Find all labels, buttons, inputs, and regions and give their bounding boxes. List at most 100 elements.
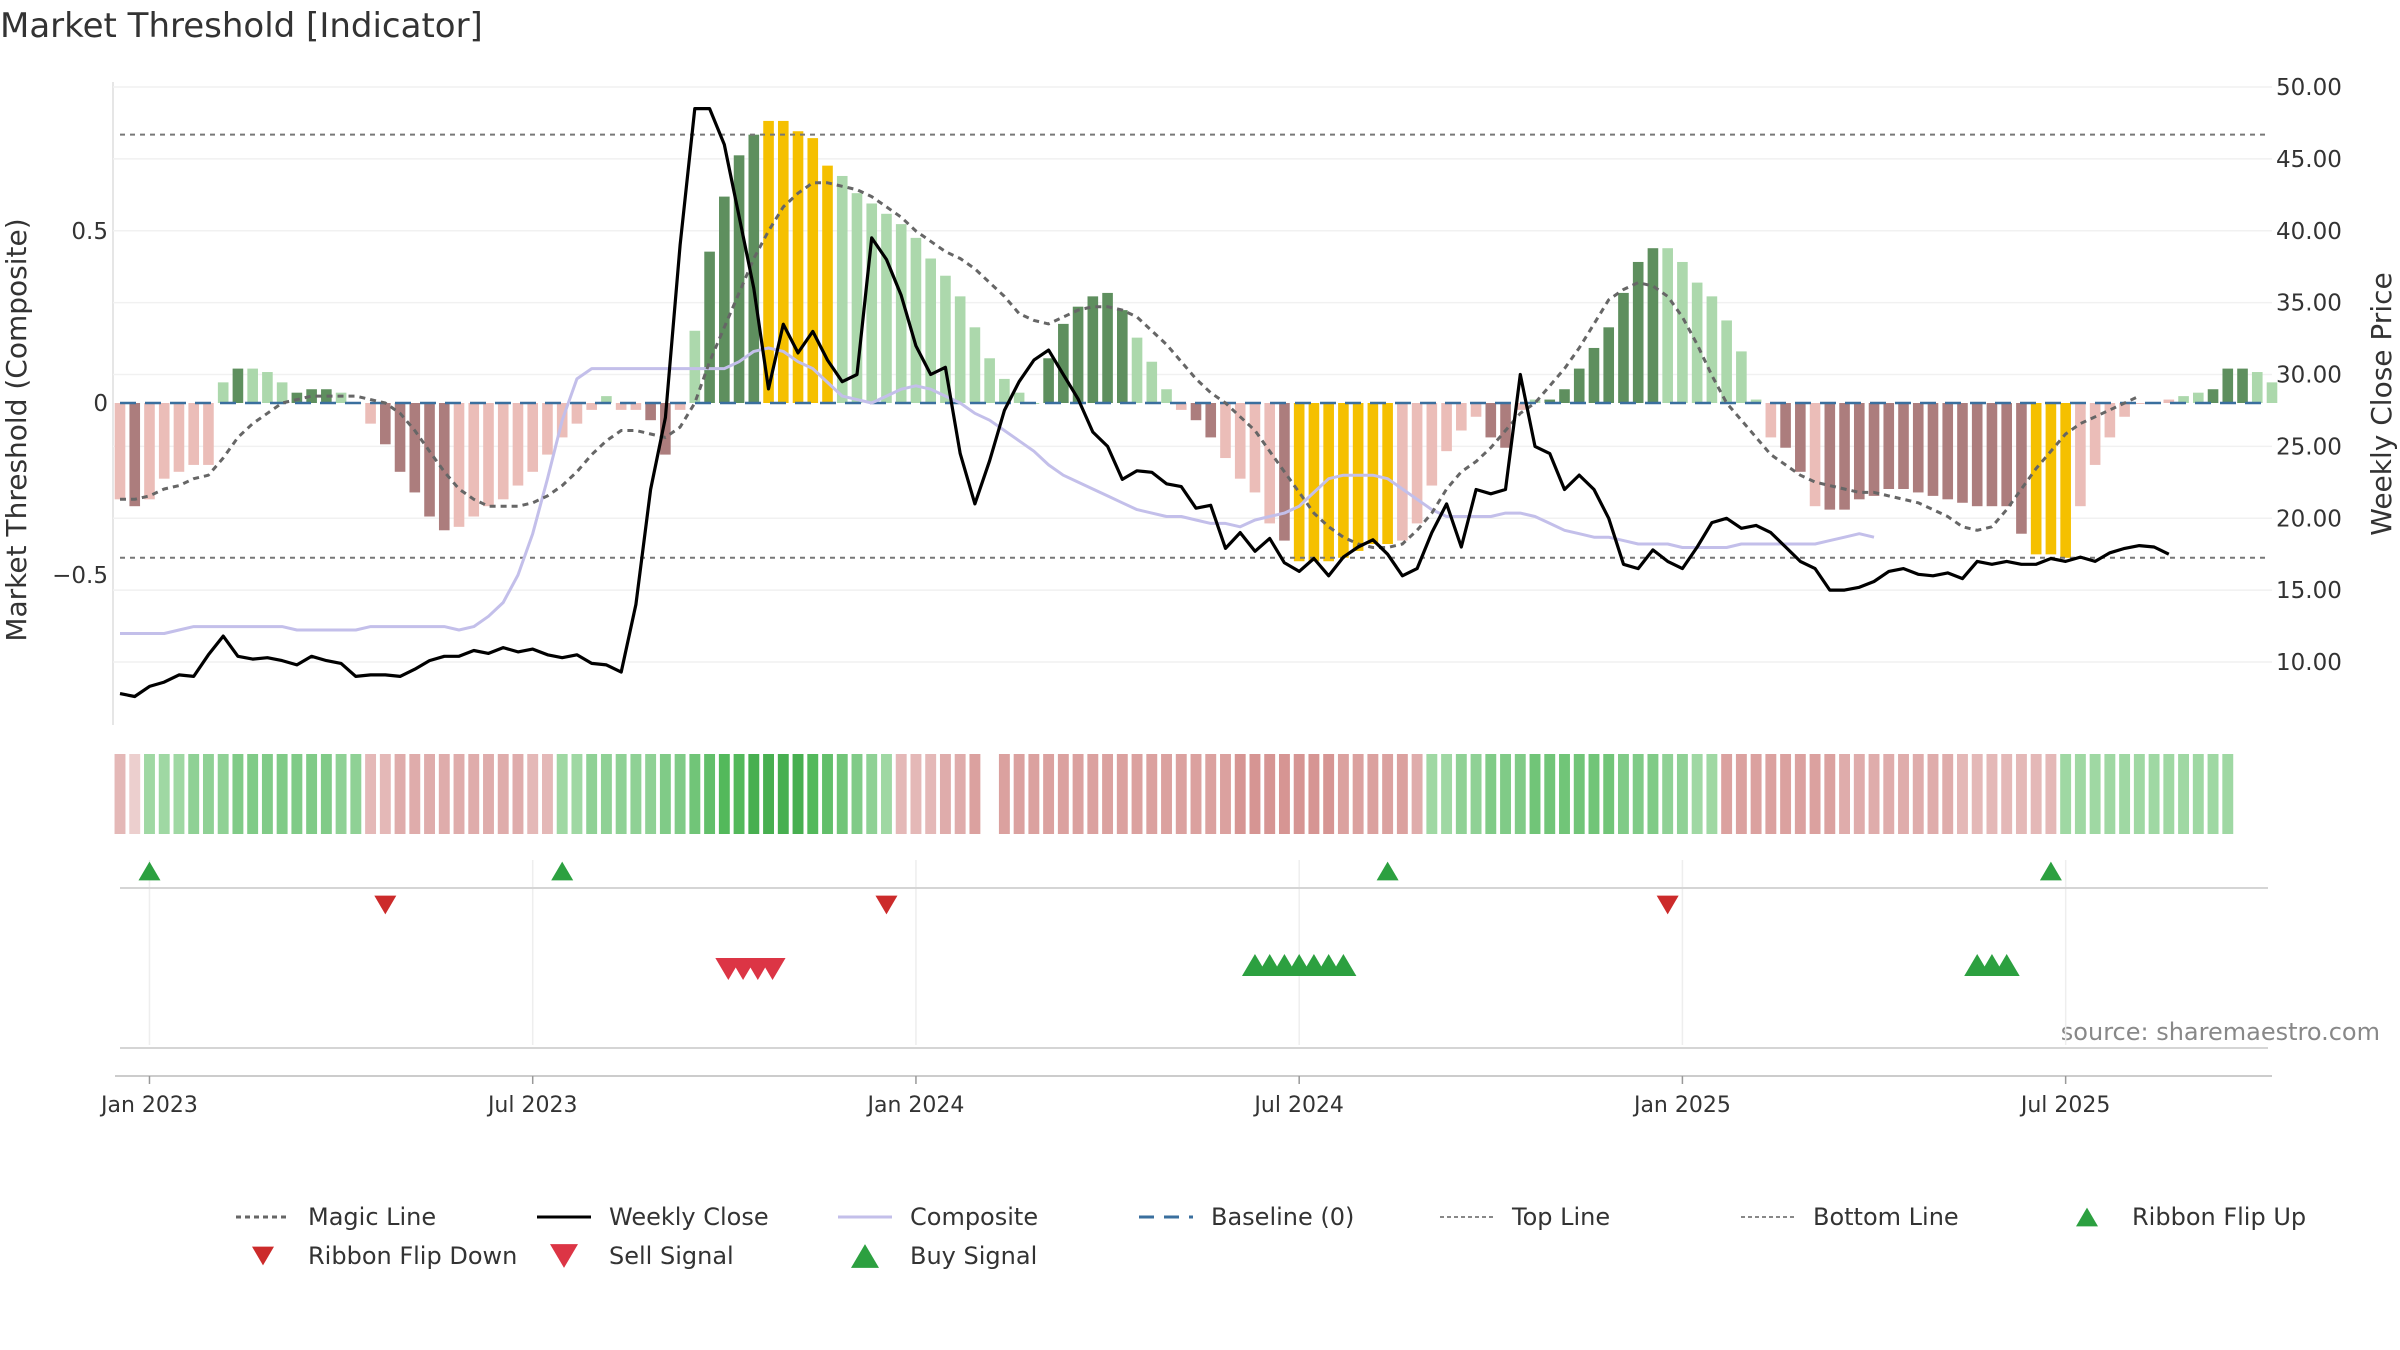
ribbon-cell bbox=[704, 754, 716, 834]
ribbon-cell bbox=[2060, 754, 2072, 834]
composite-bar bbox=[1470, 403, 1482, 417]
composite-bar bbox=[1927, 403, 1939, 496]
ribbon-cell bbox=[689, 754, 701, 834]
y-tick-label-right: 15.00 bbox=[2276, 578, 2342, 604]
ribbon-cell bbox=[881, 754, 892, 834]
legend-item-flip_down: Ribbon Flip Down bbox=[252, 1242, 517, 1270]
composite-bar bbox=[2237, 368, 2248, 403]
composite-bar bbox=[1382, 403, 1393, 545]
composite-bar bbox=[1839, 403, 1850, 510]
composite-bar bbox=[247, 368, 258, 403]
composite-bar bbox=[895, 224, 907, 403]
composite-bar bbox=[1603, 327, 1615, 403]
ribbon-cell bbox=[129, 754, 141, 834]
ribbon-flip-up-marker bbox=[138, 861, 161, 881]
ribbon-cell bbox=[1205, 754, 1217, 834]
composite-bar bbox=[2089, 403, 2101, 465]
x-tick-label: Jul 2024 bbox=[1252, 1093, 1344, 1118]
composite-bar bbox=[453, 403, 465, 527]
y-tick-label-left: 0 bbox=[93, 391, 108, 417]
ribbon-cell bbox=[1971, 754, 1983, 834]
ribbon-cell bbox=[2015, 754, 2027, 834]
composite-bar bbox=[1072, 306, 1084, 403]
ribbon-cell bbox=[1087, 754, 1099, 834]
composite-bar bbox=[468, 403, 480, 517]
composite-bar bbox=[1367, 403, 1379, 545]
composite-line bbox=[120, 346, 1875, 635]
ribbon-cell bbox=[586, 754, 598, 834]
ribbon-cell bbox=[1072, 754, 1084, 834]
axis-ticks: 0.5 0 −0.5 10.00 15.00 20.00 25.00 30.00 35.00 40… bbox=[52, 75, 2342, 1118]
composite-bar bbox=[1691, 282, 1703, 403]
composite-bar bbox=[2119, 403, 2130, 417]
ribbon-cell bbox=[1544, 754, 1556, 834]
composite-bar bbox=[1647, 248, 1659, 403]
ribbon-cell bbox=[2074, 754, 2086, 834]
ribbon-cell bbox=[1264, 754, 1276, 834]
composite-bar bbox=[2030, 403, 2042, 555]
ribbon-cell bbox=[1455, 754, 1467, 834]
ribbon-flip-up-marker bbox=[2039, 861, 2062, 881]
composite-bar bbox=[2016, 403, 2027, 534]
legend-label: Ribbon Flip Down bbox=[308, 1242, 517, 1270]
ribbon-cell bbox=[1573, 754, 1585, 834]
legend-label: Ribbon Flip Up bbox=[2132, 1203, 2306, 1231]
ribbon-cell bbox=[1028, 754, 1040, 834]
ribbon-flip-down-marker bbox=[374, 895, 397, 915]
legend-item-thresh: Top Line bbox=[1440, 1203, 1610, 1231]
ribbon-cell bbox=[807, 754, 819, 834]
composite-bar bbox=[1161, 389, 1172, 403]
ribbon-cell bbox=[1735, 754, 1747, 834]
y-tick-label-right: 50.00 bbox=[2276, 75, 2342, 101]
composite-bar bbox=[1750, 399, 1762, 403]
composite-bar bbox=[1559, 389, 1570, 403]
composite-bar bbox=[380, 403, 391, 445]
ribbon-cell bbox=[836, 754, 848, 834]
ribbon-cell bbox=[1293, 754, 1305, 834]
y-tick-label-right: 10.00 bbox=[2276, 650, 2342, 676]
ribbon-cell bbox=[1927, 754, 1939, 834]
composite-bar bbox=[601, 396, 612, 403]
composite-bar bbox=[1338, 403, 1349, 558]
composite-bar bbox=[2134, 403, 2145, 404]
sell-signal-marker bbox=[759, 957, 786, 981]
composite-bar bbox=[1736, 351, 1747, 403]
ribbon-cell bbox=[969, 754, 981, 834]
ribbon-flip-up-marker bbox=[551, 861, 574, 881]
ribbon-cell bbox=[232, 754, 244, 834]
ribbon-cell bbox=[1529, 754, 1541, 834]
composite-bar bbox=[1131, 337, 1143, 403]
composite-bar bbox=[2163, 399, 2175, 403]
ribbon-cell bbox=[1411, 754, 1423, 834]
ribbon-cell bbox=[763, 754, 775, 834]
ribbon-cell bbox=[600, 754, 612, 834]
ribbon-cell bbox=[1234, 754, 1246, 834]
ribbon-cell bbox=[1500, 754, 1511, 834]
ribbon-cell bbox=[497, 754, 509, 834]
legend-item-composite: Composite bbox=[838, 1203, 1038, 1231]
ribbon-cell bbox=[2045, 754, 2057, 834]
y-tick-label-left: 0.5 bbox=[71, 219, 108, 245]
ribbon-cell bbox=[1794, 754, 1806, 834]
ribbon-cell bbox=[1396, 754, 1408, 834]
ribbon-cell bbox=[1249, 754, 1261, 834]
ribbon-cell bbox=[1839, 754, 1851, 834]
composite-bar bbox=[158, 403, 170, 479]
composite-bar bbox=[335, 392, 347, 403]
ribbon-cell bbox=[1809, 754, 1821, 834]
magic-line bbox=[120, 181, 2140, 549]
ribbon-cell bbox=[1323, 754, 1335, 834]
ribbon-cell bbox=[2163, 754, 2175, 834]
composite-bar bbox=[792, 131, 804, 404]
composite-bar bbox=[1043, 358, 1054, 403]
ribbon-cell bbox=[1691, 754, 1703, 834]
ribbon-cell bbox=[261, 754, 273, 834]
composite-bar bbox=[1485, 403, 1497, 438]
composite-bar bbox=[276, 382, 288, 403]
composite-bar bbox=[1514, 403, 1526, 410]
ribbon-cell bbox=[1647, 754, 1659, 834]
ribbon-cell bbox=[792, 754, 804, 834]
composite-bar bbox=[483, 403, 494, 507]
composite-bar bbox=[851, 193, 863, 403]
ribbon-cell bbox=[1780, 754, 1792, 834]
